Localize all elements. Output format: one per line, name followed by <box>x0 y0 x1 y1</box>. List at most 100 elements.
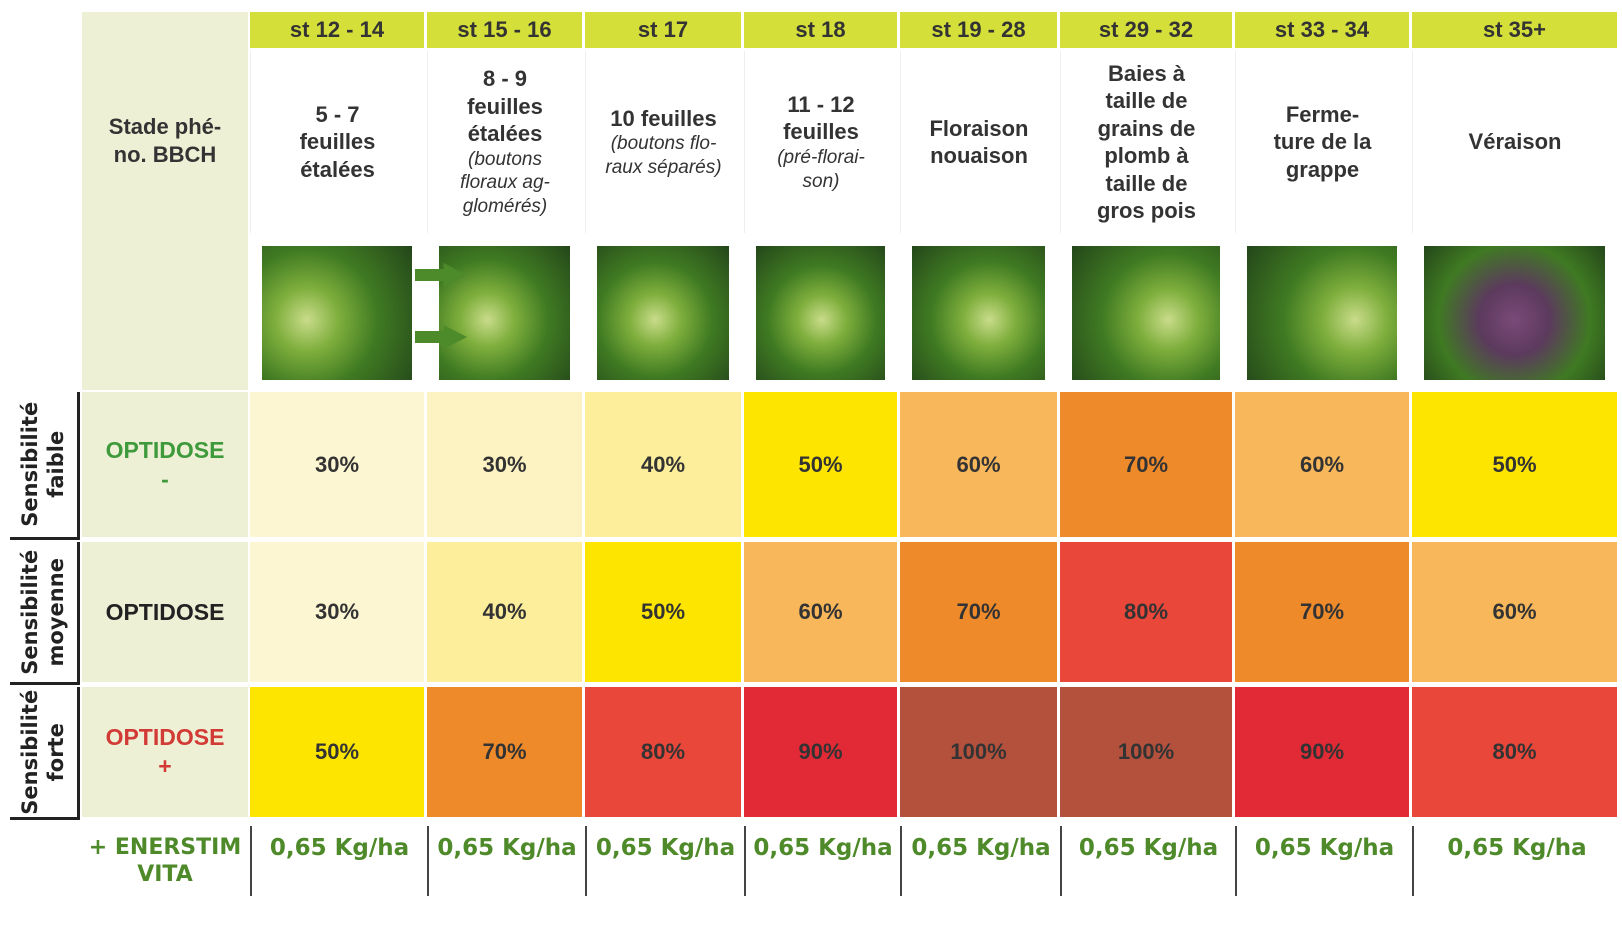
stage-description: Ferme-ture de lagrappe <box>1235 51 1409 233</box>
header-line: no. BBCH <box>114 141 217 169</box>
stage-code-text: st 19 - 28 <box>931 16 1025 44</box>
stage-label-line: feuilles <box>467 93 543 121</box>
stage-label-line: 11 - 12 <box>787 91 854 119</box>
enerstim-value-text: 0,65 Kg/ha <box>1079 834 1218 863</box>
dose-percent: 100% <box>1118 738 1174 766</box>
header-line: Stade phé- <box>109 113 221 141</box>
dose-cell: 90% <box>1235 687 1409 817</box>
enerstim-value: 0,65 Kg/ha <box>1235 826 1412 896</box>
stage-label-line: gros pois <box>1097 197 1196 225</box>
dose-percent: 70% <box>482 738 526 766</box>
dose-cell: 40% <box>427 542 582 682</box>
stage-code-text: st 29 - 32 <box>1099 16 1193 44</box>
dose-percent: 80% <box>1492 738 1536 766</box>
stage-note-line: (boutons flo- <box>611 132 717 156</box>
dose-label: OPTIDOSE+ <box>82 687 248 817</box>
dose-cell: 80% <box>1060 542 1232 682</box>
dose-cell: 40% <box>585 392 741 537</box>
enerstim-value-text: 0,65 Kg/ha <box>437 834 576 863</box>
dose-cell: 60% <box>1412 542 1617 682</box>
dose-cell: 90% <box>744 687 897 817</box>
stage-label-line: étalées <box>300 156 375 184</box>
stage-label-line: feuilles <box>783 118 859 146</box>
stage-photo <box>262 246 412 380</box>
enerstim-value-text: 0,65 Kg/ha <box>1255 834 1394 863</box>
dose-cell: 100% <box>900 687 1057 817</box>
enerstim-value-text: 0,65 Kg/ha <box>270 834 409 863</box>
dose-percent: 60% <box>1300 451 1344 479</box>
stage-note-line: floraux ag- <box>460 171 550 195</box>
dose-cell: 60% <box>1235 392 1409 537</box>
enerstim-line: + ENERSTIM <box>89 834 241 862</box>
stage-code: st 29 - 32 <box>1060 12 1232 48</box>
dose-percent: 60% <box>798 598 842 626</box>
enerstim-line: VITA <box>137 861 193 889</box>
dose-cell: 80% <box>585 687 741 817</box>
stage-description: 10 feuilles(boutons flo-raux séparés) <box>585 51 741 233</box>
dose-percent: 90% <box>1300 738 1344 766</box>
dose-cell: 50% <box>250 687 424 817</box>
sensitivity-label: Sensibilitéforte <box>10 687 80 820</box>
enerstim-value: 0,65 Kg/ha <box>427 826 585 896</box>
stage-photo <box>1424 246 1605 380</box>
dose-percent: 40% <box>482 598 526 626</box>
dose-percent: 50% <box>1492 451 1536 479</box>
dose-cell: 50% <box>585 542 741 682</box>
stage-code-text: st 18 <box>795 16 845 44</box>
dose-percent: 60% <box>956 451 1000 479</box>
stage-note-line: son) <box>803 170 840 194</box>
dose-percent: 90% <box>798 738 842 766</box>
dose-cell: 100% <box>1060 687 1232 817</box>
stage-code: st 35+ <box>1412 12 1617 48</box>
enerstim-value: 0,65 Kg/ha <box>585 826 744 896</box>
sensitivity-text: Sensibilitémoyenne <box>17 550 70 675</box>
stage-code: st 19 - 28 <box>900 12 1057 48</box>
sensitivity-line: forte <box>44 690 70 815</box>
dose-percent: 50% <box>315 738 359 766</box>
stage-label-line: nouaison <box>930 142 1028 170</box>
dose-percent: 70% <box>1300 598 1344 626</box>
sensitivity-line: moyenne <box>44 550 70 675</box>
dose-line: OPTIDOSE <box>106 723 225 752</box>
dose-percent: 50% <box>641 598 685 626</box>
enerstim-value: 0,65 Kg/ha <box>1060 826 1235 896</box>
dose-percent: 100% <box>950 738 1006 766</box>
stage-label-line: taille de <box>1106 87 1188 115</box>
enerstim-value: 0,65 Kg/ha <box>1412 826 1620 896</box>
stage-label-line: 10 feuilles <box>610 105 716 133</box>
stage-code-text: st 17 <box>638 16 688 44</box>
stage-photo <box>439 246 570 380</box>
stage-code: st 18 <box>744 12 897 48</box>
page: Stade phé-no. BBCHst 12 - 145 - 7feuille… <box>0 0 1622 925</box>
dose-cell: 70% <box>1235 542 1409 682</box>
stage-photo <box>1247 246 1397 380</box>
dose-percent: 40% <box>641 451 685 479</box>
stage-photo <box>756 246 885 380</box>
stage-label-line: feuilles <box>300 128 376 156</box>
dose-cell: 60% <box>900 392 1057 537</box>
stage-code: st 12 - 14 <box>250 12 424 48</box>
dose-line: + <box>158 752 171 781</box>
sensitivity-label: Sensibilitéfaible <box>10 392 80 540</box>
stage-label-line: 5 - 7 <box>315 101 359 129</box>
stage-note-line: (pré-florai- <box>777 146 865 170</box>
stage-photo <box>1072 246 1220 380</box>
enerstim-value-text: 0,65 Kg/ha <box>596 834 735 863</box>
dose-percent: 30% <box>315 598 359 626</box>
dose-line: OPTIDOSE <box>106 598 225 627</box>
stage-note-line: (boutons <box>468 148 542 172</box>
stage-code-text: st 15 - 16 <box>457 16 551 44</box>
enerstim-value-text: 0,65 Kg/ha <box>911 834 1050 863</box>
stage-photo <box>597 246 729 380</box>
dose-cell: 70% <box>900 542 1057 682</box>
dose-percent: 30% <box>482 451 526 479</box>
stage-description: Baies àtaille degrains deplomb àtaille d… <box>1060 51 1232 233</box>
stage-code-text: st 33 - 34 <box>1275 16 1369 44</box>
stage-code-text: st 12 - 14 <box>290 16 384 44</box>
dose-line: OPTIDOSE <box>106 436 225 465</box>
enerstim-value: 0,65 Kg/ha <box>900 826 1060 896</box>
dose-percent: 60% <box>1492 598 1536 626</box>
stage-code: st 17 <box>585 12 741 48</box>
